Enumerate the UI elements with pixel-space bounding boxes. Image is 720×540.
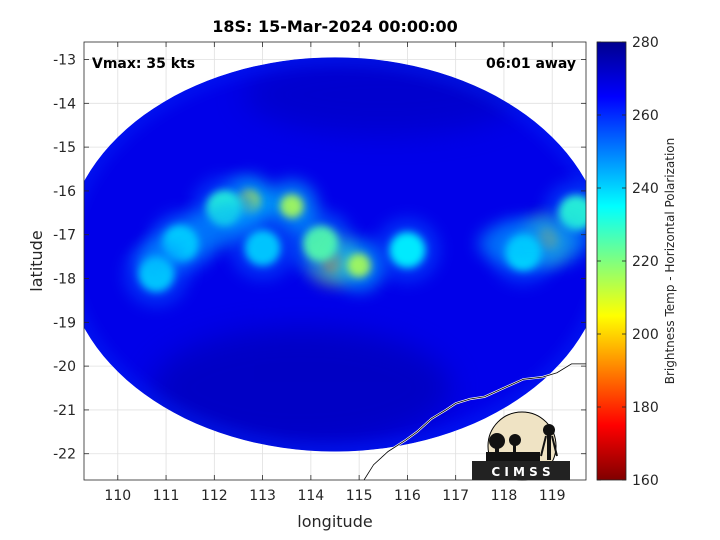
colorbar-label: Brightness Temp - Horizontal Polarizatio… xyxy=(663,138,677,385)
x-tick-label: 118 xyxy=(491,488,518,504)
y-tick-label: -20 xyxy=(53,359,76,375)
y-axis-label: latitude xyxy=(27,230,46,291)
x-tick-label: 115 xyxy=(346,488,373,504)
y-tick-label: -21 xyxy=(53,403,76,419)
x-axis-ticks: 110 111 112 113 114 115 116 117 118 119 xyxy=(104,42,566,504)
x-tick-label: 119 xyxy=(539,488,566,504)
x-axis-label: longitude xyxy=(297,512,372,531)
y-tick-label: -22 xyxy=(53,447,76,463)
y-tick-label: -14 xyxy=(53,96,76,112)
x-tick-label: 113 xyxy=(249,488,276,504)
colorbar-tick-label: 260 xyxy=(632,108,659,124)
colorbar-tick-label: 220 xyxy=(632,254,659,270)
chart-title: 18S: 15-Mar-2024 00:00:00 xyxy=(212,17,458,36)
colorbar-tick-label: 280 xyxy=(632,35,659,51)
colorbar-tick-label: 200 xyxy=(632,327,659,343)
cloud-feature xyxy=(302,225,339,262)
colorbar-tick-label: 240 xyxy=(632,181,659,197)
cimss-logo: C I M S S xyxy=(472,411,570,481)
plot-frame xyxy=(83,41,587,481)
colorbar xyxy=(596,41,627,481)
satellite-swath xyxy=(84,57,586,452)
logo-text: C I M S S xyxy=(491,465,550,479)
cloud-feature xyxy=(279,194,304,219)
colorbar-tick-label: 180 xyxy=(632,400,659,416)
y-tick-label: -15 xyxy=(53,140,76,156)
time-away-annotation: 06:01 away xyxy=(486,56,576,72)
x-tick-label: 116 xyxy=(394,488,421,504)
cloud-feature xyxy=(558,194,586,231)
x-tick-label: 114 xyxy=(297,488,324,504)
coastline-outline xyxy=(363,363,586,480)
colorbar-ticks: 160 180 200 220 240 260 280 xyxy=(597,35,659,489)
x-tick-label: 112 xyxy=(201,488,228,504)
x-tick-label: 111 xyxy=(153,488,180,504)
y-tick-label: -17 xyxy=(53,228,76,244)
y-tick-label: -18 xyxy=(53,272,76,288)
y-tick-label: -19 xyxy=(53,315,76,331)
x-tick-label: 110 xyxy=(104,488,131,504)
cloud-feature xyxy=(244,229,281,266)
y-tick-label: -13 xyxy=(53,53,76,69)
y-axis-ticks: -13 -14 -15 -16 -17 -18 -19 -20 -21 -22 xyxy=(53,53,586,463)
vmax-annotation: Vmax: 35 kts xyxy=(92,56,195,72)
colorbar-tick-label: 160 xyxy=(632,473,659,489)
y-tick-label: -16 xyxy=(53,184,76,200)
cloud-feature xyxy=(347,253,372,278)
x-tick-label: 117 xyxy=(442,488,469,504)
cloud-feature xyxy=(389,232,426,269)
